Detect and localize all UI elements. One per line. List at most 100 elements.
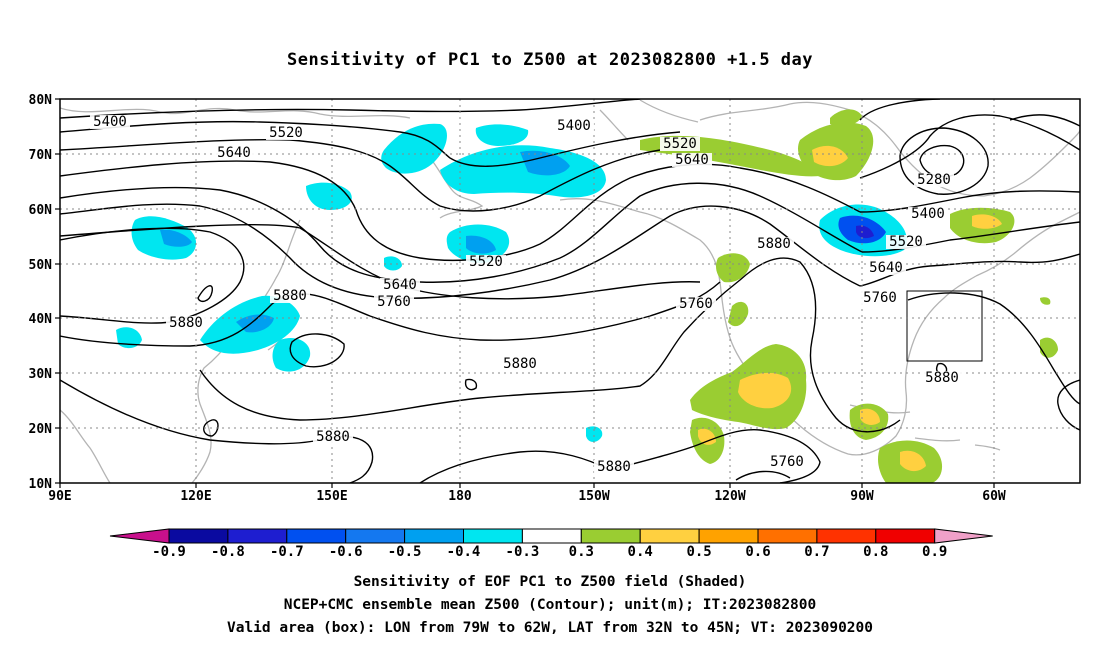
colorbar-swatch (875, 528, 936, 544)
colorbar-label: -0.6 (329, 544, 363, 560)
colorbar-label: 0.6 (745, 544, 770, 560)
caption-valid-area: Valid area (box): LON from 79W to 62W, L… (226, 620, 873, 636)
z500-contours (60, 99, 1080, 483)
contour-label-bg (500, 357, 540, 371)
contour-label-bg (166, 316, 206, 330)
contour-label-bg (380, 278, 420, 292)
colorbar-swatch (168, 528, 229, 544)
x-tick-label: 120E (180, 489, 211, 504)
contour-label: 5760 (679, 296, 713, 312)
contour-label-bg (672, 153, 712, 167)
colorbar-label: -0.3 (506, 544, 540, 560)
contour-label-bg (313, 430, 353, 444)
contour-label: 5640 (869, 260, 903, 276)
contour-label: 5880 (925, 370, 959, 386)
contour-label: 5880 (757, 236, 791, 252)
caption-contour: NCEP+CMC ensemble mean Z500 (Contour); u… (283, 597, 817, 613)
colorbar-label: -0.8 (211, 544, 245, 560)
contour-label-bg (374, 295, 414, 309)
x-tick-label: 120W (714, 489, 745, 504)
colorbar-swatch (345, 528, 406, 544)
colorbar-swatch (698, 528, 759, 544)
contour-label-bg (866, 261, 906, 275)
contour-label: 5400 (911, 206, 945, 222)
contour-label-bg (767, 455, 807, 469)
caption-shading: Sensitivity of EOF PC1 to Z500 field (Sh… (353, 574, 747, 590)
colorbar-left-arrow (109, 528, 170, 544)
colorbar-swatch (286, 528, 347, 544)
contour-label: 5520 (269, 125, 303, 141)
colorbar-swatch (404, 528, 465, 544)
y-tick-label: 10N (29, 477, 53, 492)
contour-label: 5880 (273, 288, 307, 304)
colorbar-label: -0.5 (388, 544, 422, 560)
colorbar-label: 0.9 (922, 544, 947, 560)
contour-label-bg (754, 237, 794, 251)
contour-label: 5640 (675, 152, 709, 168)
y-tick-label: 40N (29, 312, 53, 327)
shaded-sensitivity (116, 109, 1058, 483)
contour-label: 5880 (503, 356, 537, 372)
contour-label-bg (860, 291, 900, 305)
y-tick-label: 30N (29, 367, 53, 382)
map-frame (59, 98, 1081, 484)
colorbar (109, 528, 993, 544)
x-tick-label: 90W (850, 489, 874, 504)
contour-label-bg (922, 371, 962, 385)
contour-label: 5280 (917, 172, 951, 188)
colorbar-swatch (816, 528, 877, 544)
colorbar-label: 0.4 (628, 544, 653, 560)
colorbar-label: 0.8 (863, 544, 888, 560)
contour-label: 5400 (93, 114, 127, 130)
contour-label-bg (214, 146, 254, 160)
x-tick-label: 150E (316, 489, 347, 504)
contour-label: 5400 (557, 118, 591, 134)
colorbar-swatch (639, 528, 700, 544)
colorbar-label: -0.4 (447, 544, 481, 560)
x-tick-label: 90E (48, 489, 71, 504)
contour-label-bg (660, 137, 700, 151)
contour-label: 5640 (383, 277, 417, 293)
x-tick-label: 60W (982, 489, 1006, 504)
contour-label-bg (594, 460, 634, 474)
colorbar-swatch (463, 528, 523, 544)
contour-label-bg (676, 297, 716, 311)
colorbar-right-arrow (934, 528, 993, 544)
contour-label-bg (466, 255, 506, 269)
contour-label: 5880 (169, 315, 203, 331)
valid-area-box (906, 290, 983, 362)
contour-label: 5520 (469, 254, 503, 270)
contour-label-bg (270, 289, 310, 303)
y-tick-label: 80N (29, 93, 53, 108)
chart-title: Sensitivity of PC1 to Z500 at 2023082800… (286, 50, 813, 70)
colorbar-swatch (227, 528, 288, 544)
colorbar-swatch (757, 528, 818, 544)
y-tick-label: 70N (29, 148, 53, 163)
contour-label: 5760 (863, 290, 897, 306)
contour-label-bg (554, 119, 594, 133)
contour-label-bg (914, 173, 954, 187)
y-axis: 80N 70N 60N 50N 40N 30N 20N 10N (29, 93, 60, 492)
y-tick-label: 20N (29, 422, 53, 437)
colorbar-labels: -0.9 -0.8 -0.7 -0.6 -0.5 -0.4 -0.3 0.3 0.4 0.5 0.6… (152, 544, 947, 560)
contour-label: 5520 (889, 234, 923, 250)
x-tick-label: 180 (448, 489, 472, 504)
colorbar-label: 0.5 (686, 544, 711, 560)
colorbar-label: -0.7 (270, 544, 304, 560)
contour-labels: 5400552056405400552056405280540055205640… (90, 114, 962, 475)
contour-label: 5760 (770, 454, 804, 470)
contour-label: 5880 (597, 459, 631, 475)
contour-label: 5760 (377, 294, 411, 310)
colorbar-label: 0.3 (569, 544, 594, 560)
contour-label-bg (886, 235, 926, 249)
colorbar-label: -0.9 (152, 544, 186, 560)
contour-label-bg (266, 126, 306, 140)
contour-label-bg (90, 115, 130, 129)
contour-label: 5520 (663, 136, 697, 152)
x-tick-label: 150W (578, 489, 609, 504)
contour-label: 5640 (217, 145, 251, 161)
contour-label-bg (908, 207, 948, 221)
x-axis: 90E 120E 150E 180 150W 120W 90W 60W (48, 483, 1006, 504)
contour-label: 5880 (316, 429, 350, 445)
